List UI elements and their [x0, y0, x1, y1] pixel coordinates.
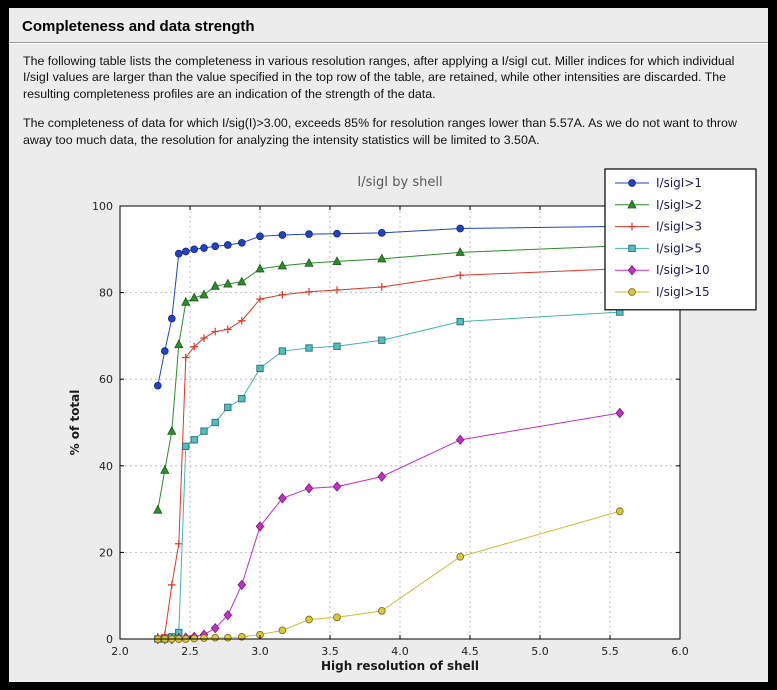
page-title: Completeness and data strength [22, 18, 255, 35]
legend-label: I/sigI>2 [656, 198, 702, 212]
legend-item-i-sigi-3: I/sigI>3 [615, 220, 702, 234]
intro-paragraph: The following table lists the completene… [23, 54, 735, 101]
title-divider [9, 42, 768, 44]
legend-label: I/sigI>1 [656, 176, 702, 190]
legend-label: I/sigI>15 [656, 285, 710, 299]
series-i-sigi-3 [154, 264, 624, 641]
legend-label: I/sigI>5 [656, 241, 702, 255]
completeness-chart-figure: 2.0 2.5 3.0 3.5 4.0 4.5 5.0 5.5 6.0 0 20 40 60 80 100 I… [9, 166, 768, 682]
legend-item-i-sigi-15: I/sigI>15 [615, 285, 710, 299]
chart-title: I/sigI by shell [357, 175, 442, 190]
y-tick-label: 0 [106, 633, 113, 646]
y-tick-label: 20 [99, 546, 113, 559]
x-tick-label: 5.0 [531, 645, 549, 658]
legend-item-i-sigi-1: I/sigI>1 [615, 176, 702, 190]
legend-item-i-sigi-5: I/sigI>5 [615, 241, 702, 255]
x-tick-label: 6.0 [671, 645, 689, 658]
completeness-chart: 2.0 2.5 3.0 3.5 4.0 4.5 5.0 5.5 6.0 0 20 40 60 80 100 I… [68, 168, 757, 673]
x-tick-label: 2.0 [111, 645, 129, 658]
y-tick-label: 40 [99, 460, 113, 473]
y-axis-label: % of total [68, 390, 82, 456]
x-tick-label: 4.0 [391, 645, 409, 658]
legend-label: I/sigI>10 [656, 263, 710, 277]
y-tick-label: 80 [99, 287, 113, 300]
x-tick-label: 2.5 [181, 645, 199, 658]
legend-item-i-sigi-10: I/sigI>10 [615, 263, 710, 277]
y-tick-label: 100 [92, 200, 113, 213]
report-window: Completeness and data strength The follo… [9, 8, 768, 682]
y-tick-label: 60 [99, 373, 113, 386]
x-tick-label: 3.5 [321, 645, 339, 658]
legend-label: I/sigI>3 [656, 220, 702, 234]
x-axis-label: High resolution of shell [321, 659, 479, 673]
x-tick-label: 5.5 [601, 645, 619, 658]
series-i-sigi-2 [153, 240, 625, 514]
chart-legend: I/sigI>1 I/sigI>2 I/sigI>3 I/sigI>5 I/sigI>1… [604, 168, 757, 311]
summary-paragraph: The completeness of data for which I/sig… [23, 116, 737, 147]
x-tick-label: 4.5 [461, 645, 479, 658]
axis-ticks: 2.0 2.5 3.0 3.5 4.0 4.5 5.0 5.5 6.0 0 20 40 60 80 100 [92, 200, 689, 658]
legend-item-i-sigi-2: I/sigI>2 [615, 198, 702, 212]
x-tick-label: 3.0 [251, 645, 269, 658]
series-i-sigi-1 [153, 222, 624, 390]
